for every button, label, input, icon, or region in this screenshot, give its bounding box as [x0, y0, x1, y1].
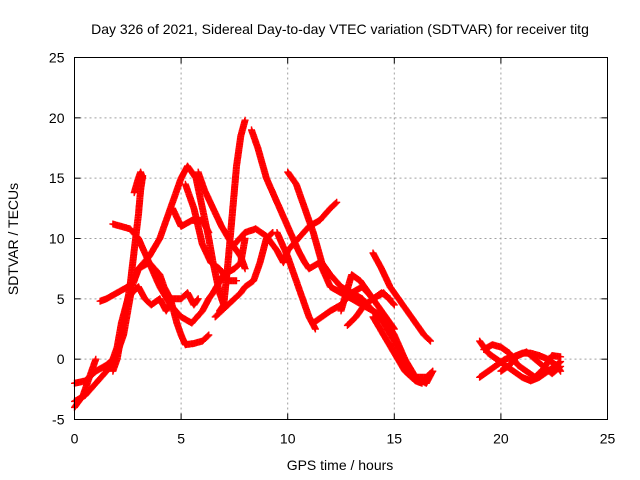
data-point [204, 332, 212, 340]
y-tick-label: -5 [52, 412, 65, 428]
data-point [426, 336, 434, 344]
data-point [557, 362, 565, 370]
data-point [205, 229, 213, 236]
data-point [390, 325, 398, 333]
x-tick-label: 10 [280, 431, 296, 447]
x-tick-label: 20 [493, 431, 509, 447]
y-tick-label: 25 [49, 50, 65, 66]
data-point [193, 296, 201, 304]
data-point [390, 301, 398, 309]
data-point [429, 367, 437, 375]
data-points [71, 116, 565, 411]
x-tick-label: 0 [71, 431, 79, 447]
series-t15 [284, 168, 437, 381]
data-point [333, 198, 341, 206]
series-t05 [109, 172, 147, 375]
series-t06 [130, 168, 147, 197]
x-tick-label: 25 [600, 431, 616, 447]
data-point [311, 325, 319, 333]
data-point [205, 331, 213, 339]
data-point [233, 277, 240, 285]
x-tick-label: 15 [387, 431, 403, 447]
data-point [194, 295, 202, 303]
series-t19 [343, 289, 394, 329]
data-point [427, 337, 434, 345]
axis-ticks: 0 5 10 15 20 25 -5 0 5 10 15 20 25 [49, 50, 616, 447]
data-point [390, 300, 397, 308]
y-tick-label: 0 [57, 351, 65, 367]
data-point [139, 174, 147, 182]
series-t20 [369, 249, 434, 345]
data-point [557, 353, 565, 361]
data-point [418, 379, 426, 387]
data-point [92, 355, 100, 363]
series-t07 [109, 220, 213, 349]
y-axis-label: SDTVAR / TECUs [5, 183, 21, 295]
data-point [241, 265, 249, 273]
x-axis-label: GPS time / hours [287, 457, 394, 473]
series-t25 [497, 348, 565, 378]
series-t09 [181, 180, 240, 285]
y-tick-label: 5 [57, 291, 65, 307]
series-t13 [248, 126, 437, 387]
chart-title: Day 326 of 2021, Sidereal Day-to-day VTE… [91, 21, 589, 37]
x-tick-label: 5 [177, 431, 185, 447]
data-point [386, 295, 394, 303]
y-tick-label: 15 [49, 170, 65, 186]
series-t21 [369, 313, 426, 387]
grid [74, 57, 608, 420]
data-point [428, 368, 436, 376]
y-tick-label: 10 [49, 231, 65, 247]
data-point [241, 116, 249, 124]
data-point [556, 363, 564, 371]
y-tick-label: 20 [49, 110, 65, 126]
data-point [332, 199, 340, 207]
